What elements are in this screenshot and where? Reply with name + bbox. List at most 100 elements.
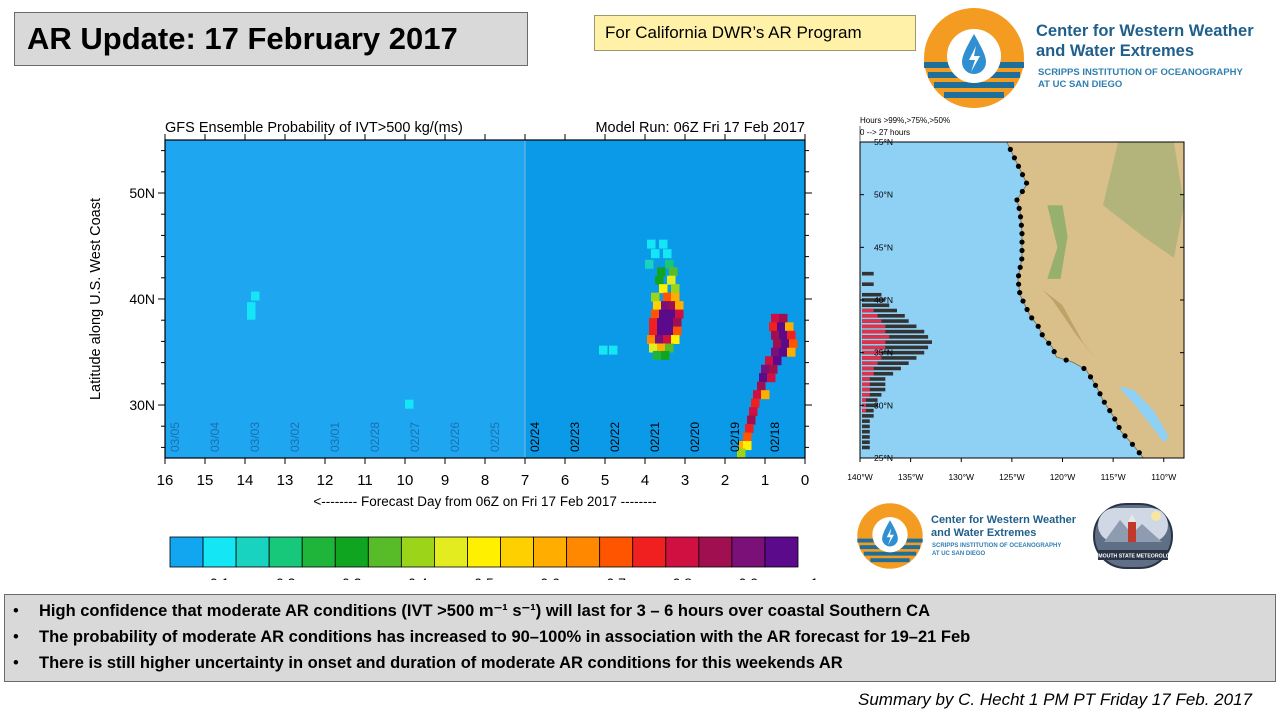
probability-cell	[779, 330, 788, 340]
program-tag: For California DWR’s AR Program	[594, 15, 916, 51]
map-y-tick-label: 55°N	[874, 137, 893, 147]
x-tick-label: 7	[521, 472, 529, 489]
x-tick-label: 4	[641, 472, 649, 489]
y-tick-label: 30N	[129, 397, 155, 413]
probability-cell	[645, 259, 654, 269]
hours-bar-gt50	[862, 377, 886, 381]
hours-bar-gt50	[862, 366, 901, 371]
colorbar-swatch	[268, 536, 303, 568]
chart-subtitle: Model Run: 06Z Fri 17 Feb 2017	[595, 120, 805, 136]
colorbar-swatch	[367, 536, 402, 568]
bullet-text: The probability of moderate AR condition…	[39, 628, 971, 646]
x-tick-label: 15	[197, 472, 214, 489]
probability-cell	[769, 364, 778, 374]
hours-bar-gt50	[862, 398, 878, 402]
hours-bar-gt50	[862, 319, 909, 323]
panel-title: Hours >99%,>75%,>50%	[860, 116, 950, 125]
coast-point	[1112, 416, 1118, 422]
date-label: 02/24	[528, 422, 542, 452]
x-tick-label: 5	[601, 472, 609, 489]
probability-cell	[651, 292, 660, 302]
coast-point	[1019, 172, 1026, 178]
hours-bar-gt50	[862, 435, 870, 439]
plymouth-state-logo: PLYMOUTH STATE METEOROLOGY	[1089, 503, 1178, 569]
coast-point	[1015, 163, 1022, 169]
map-x-tick-label: 135°W	[898, 472, 924, 482]
colorbar-tick-label: 0.4	[408, 575, 428, 580]
colorbar-swatch	[434, 536, 468, 568]
colorbar-swatch	[632, 536, 667, 568]
x-tick-label: 9	[441, 472, 449, 489]
map-x-tick-label: 115°W	[1101, 472, 1126, 482]
probability-cell	[749, 407, 758, 417]
probability-cell	[771, 313, 780, 323]
x-tick-label: 10	[397, 472, 414, 489]
probability-cell	[657, 267, 666, 277]
colorbar-swatch	[301, 536, 336, 568]
probability-cell	[649, 326, 658, 336]
colorbar-tick-label: 0.8	[673, 575, 693, 580]
colorbar-swatch	[764, 536, 799, 568]
coast-point	[1015, 273, 1022, 279]
bullet-text: There is still higher uncertainty in ons…	[39, 654, 843, 672]
hours-bar-gt50	[862, 424, 870, 429]
probability-cell	[743, 432, 752, 442]
org-name-line1: Center for Western Weather	[1036, 22, 1254, 40]
hours-bar-gt50	[862, 303, 890, 308]
x-tick-label: 2	[721, 472, 729, 489]
probability-cell	[655, 275, 664, 285]
probability-cell	[773, 356, 782, 366]
colorbar-tick-label: 0.2	[276, 575, 296, 580]
hours-bar-gt50	[862, 445, 870, 450]
probability-cell	[767, 373, 776, 383]
x-tick-label: 16	[157, 472, 174, 489]
map-x-tick-label: 110°W	[1151, 472, 1176, 482]
date-label: 02/22	[608, 422, 622, 452]
title-box: AR Update: 17 February 2017	[14, 12, 528, 66]
colorbar-swatch	[334, 536, 369, 568]
x-tick-label: 0	[801, 472, 809, 489]
date-label: 03/04	[208, 422, 222, 452]
coast-point	[1017, 290, 1023, 296]
cascades	[1047, 205, 1068, 279]
coast-point	[1011, 155, 1018, 161]
probability-cell	[661, 301, 670, 311]
map-y-tick-label: 30°N	[874, 400, 893, 410]
coast-point	[1087, 374, 1094, 380]
coast-point	[1014, 197, 1020, 203]
coast-point	[1018, 222, 1024, 228]
hours-bar-gt50	[862, 298, 886, 302]
org-sub-line1: SCRIPPS INSTITUTION OF OCEANOGRAPHY	[1038, 67, 1243, 78]
bullet-dot: •	[13, 628, 19, 646]
x-tick-label: 8	[481, 472, 489, 489]
sierra-nevada	[1042, 289, 1098, 362]
probability-cell	[665, 343, 674, 353]
summary-attribution: Summary by C. Hecht 1 PM PT Friday 17 Fe…	[858, 690, 1252, 709]
coast-point	[1101, 399, 1107, 405]
coast-point	[1129, 441, 1136, 447]
coast-point	[1136, 450, 1142, 456]
colorbar-tick-label: 0.1	[210, 575, 230, 580]
coast-point	[1122, 433, 1128, 439]
probability-cell	[659, 239, 668, 249]
probability-cell	[771, 347, 780, 357]
probability-cell	[787, 347, 796, 357]
probability-cell	[647, 239, 656, 249]
cw3e-logo-small-icon	[857, 503, 923, 569]
bullet-item: • High confidence that moderate AR condit…	[13, 601, 930, 621]
coast-point	[1035, 323, 1041, 329]
hours-bar-gt50	[862, 324, 917, 329]
probability-cell	[655, 335, 664, 345]
coast-point	[1116, 424, 1122, 431]
hours-bar-gt50	[862, 350, 925, 355]
probability-cell	[769, 322, 778, 332]
coast-point	[1017, 214, 1024, 220]
y-tick-label: 50N	[129, 185, 155, 201]
coast-point	[1019, 188, 1025, 195]
x-axis-label: <-------- Forecast Day from 06Z on Fri 1…	[313, 494, 656, 509]
hours-bar-gt75	[862, 387, 870, 392]
colorbar-swatch	[665, 536, 700, 568]
colorbar-swatch	[731, 536, 766, 568]
date-label: 02/23	[568, 422, 582, 452]
hours-bar-gt75	[862, 340, 886, 344]
